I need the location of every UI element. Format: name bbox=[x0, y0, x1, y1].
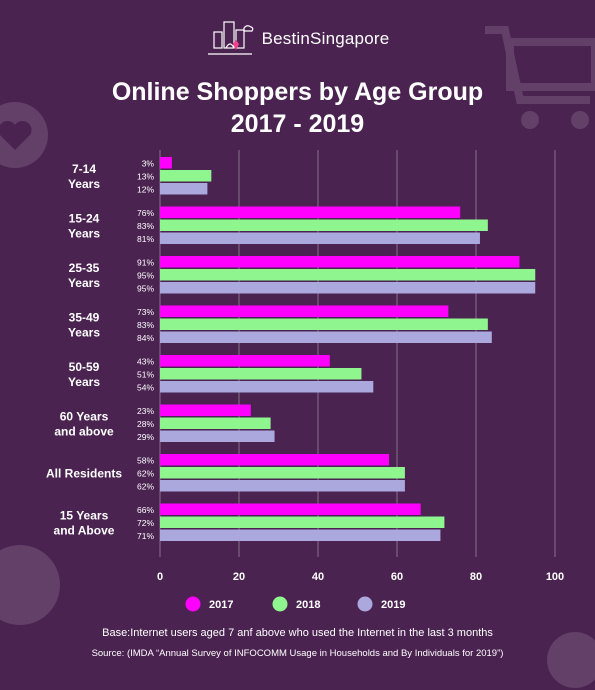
value-label: 95% bbox=[137, 271, 154, 281]
category-label: 25-35 bbox=[69, 261, 100, 275]
value-label: 66% bbox=[137, 505, 154, 515]
value-label: 72% bbox=[137, 518, 154, 528]
bar-2019 bbox=[160, 331, 492, 343]
value-label: 84% bbox=[137, 333, 154, 343]
legend-label: 2017 bbox=[209, 599, 233, 611]
bar-2019 bbox=[160, 430, 275, 442]
value-label: 58% bbox=[137, 456, 154, 466]
bar-2019 bbox=[160, 529, 441, 541]
value-label: 62% bbox=[137, 469, 154, 479]
x-tick-label: 0 bbox=[157, 571, 163, 583]
category-label: 15-24 bbox=[69, 211, 100, 225]
value-label: 23% bbox=[137, 406, 154, 416]
bar-2018 bbox=[160, 170, 212, 182]
bar-2018 bbox=[160, 467, 405, 479]
value-label: 3% bbox=[142, 159, 155, 169]
bar-chart: 0 20 40 60 80 1003%13%12%7-14Years76%83%81%15… bbox=[46, 150, 564, 612]
value-label: 43% bbox=[137, 357, 154, 367]
brand-name: BestinSingapore bbox=[261, 29, 390, 48]
bar-2018 bbox=[160, 368, 362, 380]
bar-2017 bbox=[160, 454, 390, 466]
value-label: 29% bbox=[137, 432, 154, 442]
bar-2017 bbox=[160, 206, 461, 218]
x-tick-label: 80 bbox=[470, 571, 482, 583]
category-label: Years bbox=[68, 325, 100, 339]
value-label: 76% bbox=[137, 208, 154, 218]
bar-2017 bbox=[160, 503, 421, 515]
legend-swatch-2019 bbox=[357, 596, 373, 612]
title-line-1: Online Shoppers by Age Group bbox=[111, 78, 484, 106]
value-label: 81% bbox=[137, 234, 154, 244]
category-label: All Residents bbox=[46, 466, 122, 480]
bar-2017 bbox=[160, 305, 449, 317]
value-label: 83% bbox=[137, 320, 154, 330]
value-label: 95% bbox=[137, 284, 154, 294]
bar-2018 bbox=[160, 269, 536, 281]
category-label: 7-14 bbox=[72, 162, 96, 176]
bar-2018 bbox=[160, 318, 488, 330]
bar-2017 bbox=[160, 404, 251, 416]
category-label: 50-59 bbox=[69, 360, 100, 374]
city-skyline-icon bbox=[207, 21, 254, 55]
legend-swatch-2017 bbox=[185, 596, 201, 612]
x-tick-label: 40 bbox=[312, 571, 324, 583]
base-note: Base:Internet users aged 7 anf above who… bbox=[102, 627, 493, 639]
value-label: 73% bbox=[137, 307, 154, 317]
chart-title: Online Shoppers by Age Group 2017 - 2019 bbox=[0, 76, 595, 140]
x-tick-label: 20 bbox=[233, 571, 245, 583]
bar-2019 bbox=[160, 282, 536, 294]
legend-label: 2019 bbox=[381, 599, 405, 611]
bar-2019 bbox=[160, 381, 374, 393]
title-line-2: 2017 - 2019 bbox=[230, 110, 365, 138]
value-label: 51% bbox=[137, 370, 154, 380]
value-label: 62% bbox=[137, 482, 154, 492]
bar-2018 bbox=[160, 417, 271, 429]
thumbs-up-icon bbox=[0, 545, 60, 625]
bar-2019 bbox=[160, 480, 405, 492]
bar-2019 bbox=[160, 183, 208, 195]
x-tick-label: 100 bbox=[546, 571, 564, 583]
bar-2018 bbox=[160, 219, 488, 231]
source-note: Source: (IMDA “Annual Survey of INFOCOMM… bbox=[91, 648, 504, 659]
category-label: and above bbox=[54, 424, 114, 438]
value-label: 28% bbox=[137, 419, 154, 429]
bar-2018 bbox=[160, 516, 445, 528]
category-label: Years bbox=[68, 375, 100, 389]
value-label: 13% bbox=[137, 172, 154, 182]
bar-2017 bbox=[160, 157, 172, 169]
x-tick-label: 60 bbox=[391, 571, 403, 583]
bar-2017 bbox=[160, 256, 520, 268]
category-label: 60 Years bbox=[60, 409, 109, 423]
legend-swatch-2018 bbox=[272, 596, 288, 612]
bar-2019 bbox=[160, 232, 480, 244]
value-label: 54% bbox=[137, 383, 154, 393]
value-label: 71% bbox=[137, 531, 154, 541]
category-label: Years bbox=[68, 226, 100, 240]
legend-label: 2018 bbox=[296, 599, 320, 611]
value-label: 91% bbox=[137, 258, 154, 268]
value-label: 12% bbox=[137, 185, 154, 195]
bar-2017 bbox=[160, 355, 330, 367]
category-label: Years bbox=[68, 177, 100, 191]
heart-icon bbox=[0, 102, 48, 168]
cart-icon bbox=[485, 26, 595, 129]
category-label: 35-49 bbox=[69, 310, 100, 324]
category-label: 15 Years bbox=[60, 508, 109, 522]
brand-logo: BestinSingapore bbox=[0, 20, 595, 58]
category-label: Years bbox=[68, 276, 100, 290]
category-label: and Above bbox=[54, 523, 115, 537]
value-label: 83% bbox=[137, 221, 154, 231]
